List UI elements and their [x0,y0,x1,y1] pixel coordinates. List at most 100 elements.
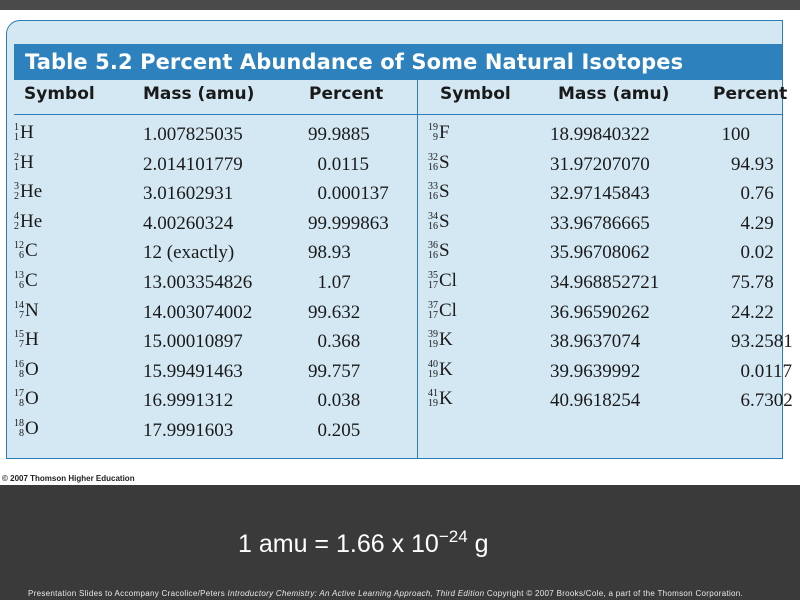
atomic-number: 9 [433,132,438,143]
header-mass-left: Mass (amu) [143,84,255,104]
mass-value: 3.01602931 [143,183,234,205]
element-symbol: H [25,329,39,351]
mass-value: 15.99491463 [143,360,243,382]
mass-number: 41 [428,388,438,400]
isotope-symbol: 12 6 C [14,240,38,262]
atomic-number: 8 [19,368,24,380]
element-symbol: C [25,270,38,291]
isotope-numbers: 35 17 [428,271,438,291]
mass-value: 4.00260324 [143,212,234,234]
mass-value: 17.9991603 [143,420,234,441]
equation-base: 1 amu = 1.66 x 10 [238,530,439,558]
isotope-symbol: 15 7 H [14,329,39,351]
mass-number: 13 [14,270,24,281]
mass-number: 15 [14,329,24,341]
equation-unit: g [467,530,489,558]
percent-value: 94.93 [731,153,774,175]
top-bar [0,0,800,10]
element-symbol: H [20,151,34,173]
isotope-numbers: 36 16 [428,241,438,261]
mass-number: 35 [428,270,438,281]
isotope-numbers: 19 9 [428,123,438,143]
mass-number: 4 [14,210,19,222]
isotope-symbol: 14 7 N [14,300,39,322]
mass-value: 31.97207070 [550,153,650,175]
header-divider [14,114,782,115]
mass-number: 34 [428,210,438,222]
isotope-numbers: 39 19 [428,330,438,350]
mass-value: 2.014101779 [143,153,243,175]
atomic-number: 16 [428,220,438,232]
percent-value: 4.29 [740,212,774,234]
mass-number: 2 [14,151,19,163]
mass-value: 12 (exactly) [143,242,235,264]
mass-number: 16 [14,358,24,370]
atomic-number: 6 [19,280,24,291]
isotope-numbers: 18 8 [14,419,24,439]
atomic-number: 2 [14,220,19,232]
mass-number: 37 [428,299,438,311]
isotope-numbers: 34 16 [428,210,438,232]
isotope-symbol: 16 8 O [14,359,39,381]
mass-value: 1.007825035 [143,124,243,145]
amu-equation: 1 amu = 1.66 x 10−24 g [238,527,489,559]
mass-value: 33.96786665 [550,212,650,234]
atomic-number: 2 [14,191,19,203]
element-symbol: K [439,388,453,410]
mass-number: 40 [428,358,438,370]
atomic-number: 7 [19,309,24,321]
isotope-symbol: 35 17 Cl [428,270,457,292]
isotope-symbol: 4 2 He [14,211,42,233]
isotope-numbers: 16 8 [14,358,24,380]
percent-value: 24.22 [731,301,774,323]
header-percent-left: Percent [309,84,384,104]
atomic-number: 19 [428,398,438,410]
atomic-number: 7 [19,339,24,351]
percent-value: 99.632 [308,301,361,323]
footer-book-title: Introductory Chemistry: An Active Learni… [227,589,485,598]
isotope-symbol: 19 9 F [428,122,450,144]
atomic-number: 16 [428,250,438,262]
mass-number: 32 [428,151,438,163]
isotope-numbers: 33 16 [428,182,438,202]
percent-value: 0.0115 [317,153,370,175]
atomic-number: 8 [19,428,24,439]
element-symbol: C [25,240,38,262]
atomic-number: 16 [428,161,438,173]
mass-value: 32.97145843 [550,183,650,205]
element-symbol: He [20,210,43,232]
mass-number: 36 [428,240,438,252]
element-symbol: H [20,122,34,143]
percent-value: 0.038 [317,390,361,412]
equation-exponent: −24 [438,527,468,546]
percent-value: 0.02 [740,242,774,264]
mass-value: 39.9639992 [550,360,641,382]
element-symbol: S [439,181,450,203]
element-symbol: N [25,299,39,321]
element-symbol: S [439,210,450,232]
atomic-number: 19 [428,339,438,351]
percent-value: 75.78 [731,272,774,293]
percent-value: 0.0117 [740,360,793,382]
percent-value: 0.76 [740,183,774,205]
isotope-numbers: 32 16 [428,151,438,173]
percent-value: 100 [721,124,751,145]
header-symbol-right: Symbol [440,84,511,104]
mass-number: 1 [14,122,19,133]
atomic-number: 17 [428,280,438,291]
percent-value: 99.757 [308,360,361,382]
mass-value: 40.9618254 [550,390,641,412]
isotope-numbers: 13 6 [14,271,24,291]
percent-value: 99.999863 [308,212,389,234]
header-percent-right: Percent [713,84,788,104]
isotope-numbers: 37 17 [428,299,438,321]
mass-value: 34.968852721 [550,272,660,293]
copyright-text: © 2007 Thomson Higher Education [2,474,135,483]
element-symbol: Cl [439,270,457,291]
isotope-symbol: 32 16 S [428,152,450,174]
element-symbol: Cl [439,299,457,321]
mass-value: 38.9637074 [550,331,641,353]
